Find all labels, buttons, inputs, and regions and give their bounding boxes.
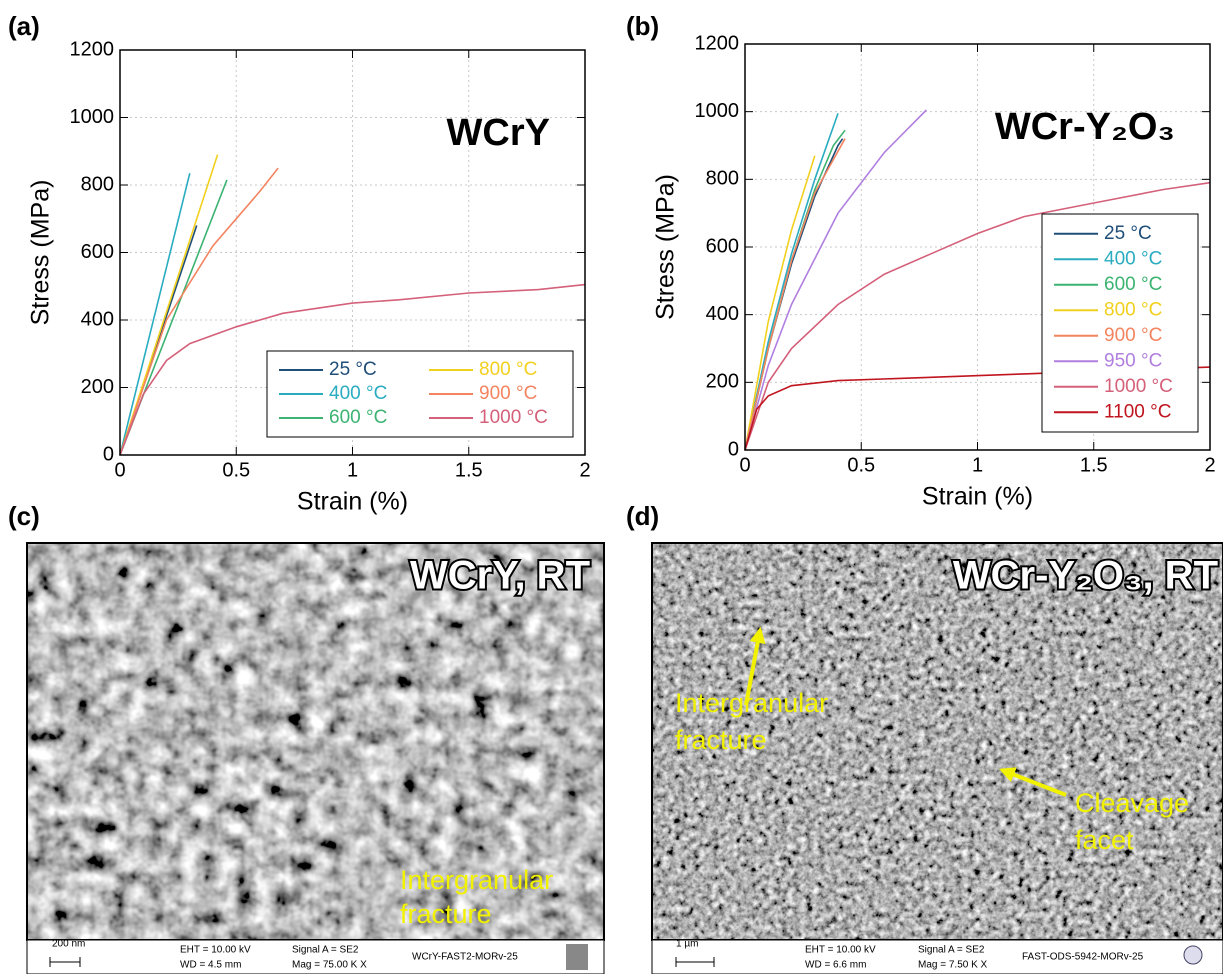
x-axis-label: Strain (%) [297, 488, 408, 516]
legend-label: 950 °C [1104, 350, 1162, 371]
info-text: Signal A = SE2 [918, 945, 985, 956]
data-line [119, 154, 219, 456]
info-text: WD = 6.6 mm [805, 960, 866, 971]
data-line [744, 138, 844, 451]
x-tick-label: 1 [972, 454, 983, 476]
annotation: Intergranular [400, 865, 553, 895]
logo [1183, 945, 1203, 965]
data-line [119, 173, 191, 456]
annotation: facet [1075, 825, 1134, 855]
x-tick-label: 2 [1204, 454, 1215, 476]
y-tick-label: 600 [81, 241, 114, 263]
annotation: fracture [675, 725, 767, 755]
legend-label: 400 °C [1104, 248, 1162, 269]
scale-label: 1 µm [676, 939, 698, 950]
y-tick-label: 200 [81, 376, 114, 398]
scale-bar [49, 957, 81, 967]
legend-label: 600 °C [1104, 274, 1162, 295]
y-tick-label: 800 [706, 168, 739, 190]
info-text: Mag = 75.00 K X [292, 960, 367, 971]
panel-label: (b) [626, 11, 659, 41]
legend-label: 800 °C [1104, 299, 1162, 320]
data-line [119, 283, 586, 456]
info-text: EHT = 10.00 kV [805, 945, 876, 956]
micrograph [27, 543, 604, 940]
y-tick-label: 200 [706, 371, 739, 393]
arrow [999, 767, 1067, 797]
legend-label: 25 °C [1104, 223, 1152, 244]
y-tick-label: 1200 [70, 38, 115, 60]
scale-label: 200 nm [52, 939, 85, 950]
plot-frame [744, 43, 1211, 451]
data-line [744, 129, 846, 451]
y-tick-label: 0 [103, 443, 114, 465]
y-tick-label: 600 [706, 235, 739, 257]
micrograph [652, 543, 1223, 940]
panel-label: (c) [8, 501, 40, 531]
x-tick-label: 0 [739, 454, 750, 476]
sem-image: WCrY, RT Intergranular fracture 200 nm E… [26, 542, 605, 974]
data-line [744, 138, 846, 451]
info-bar [26, 939, 605, 974]
sem-image: WCr-Y₂O₃, RT Intergranular fracture Clea… [651, 542, 1223, 974]
y-axis-label: Stress (MPa) [652, 174, 680, 320]
info-text: Signal A = SE2 [292, 945, 359, 956]
chart: 0 0.5 1 1.5 2 0 200 400 600 800 1000 1200 WCr-Y₂O₃ St… [652, 32, 1216, 510]
chart: 0 0.5 1 1.5 2 0 200 400 600 800 1000 1200 WCrY Strain… [27, 38, 591, 515]
legend-label: 1000 °C [479, 407, 548, 428]
x-tick-label: 0 [114, 459, 125, 481]
legend-label: 800 °C [479, 359, 537, 380]
data-line [744, 113, 839, 451]
legend-label: 1000 °C [1104, 376, 1173, 397]
x-tick-label: 2 [579, 459, 590, 481]
x-tick-label: 1.5 [455, 459, 483, 481]
y-tick-label: 800 [81, 173, 114, 195]
legend-label: 600 °C [329, 407, 387, 428]
info-bar [651, 939, 1223, 974]
annotation: Intergranular [675, 688, 828, 718]
y-axis-label: Stress (MPa) [27, 180, 55, 326]
legend-label: 900 °C [1104, 325, 1162, 346]
chart-title: WCr-Y₂O₃ [995, 106, 1175, 148]
arrow [744, 626, 766, 706]
y-tick-label: 1200 [695, 32, 740, 54]
x-tick-label: 0.5 [222, 459, 250, 481]
data-line [744, 109, 927, 451]
legend-label: 900 °C [479, 383, 537, 404]
x-axis-label: Strain (%) [922, 483, 1033, 511]
panel-label: (a) [8, 11, 40, 41]
info-text: EHT = 10.00 kV [180, 945, 251, 956]
panel-label: (d) [626, 501, 659, 531]
data-line [119, 167, 279, 456]
data-line [744, 181, 1211, 451]
y-tick-label: 1000 [695, 100, 740, 122]
y-tick-label: 1000 [70, 106, 115, 128]
annotation: fracture [400, 899, 492, 929]
chart-title: WCrY [447, 112, 550, 154]
y-tick-label: 0 [728, 438, 739, 460]
x-tick-label: 0.5 [847, 454, 875, 476]
legend-label: 1100 °C [1104, 401, 1171, 422]
legend-label: 400 °C [329, 383, 387, 404]
annotation: Cleavage [1075, 788, 1189, 818]
info-text: WD = 4.5 mm [180, 960, 241, 971]
x-tick-label: 1.5 [1080, 454, 1108, 476]
scale-bar [675, 957, 715, 967]
image-title: WCr-Y₂O₃, RT [953, 554, 1218, 598]
data-line [744, 155, 816, 451]
y-tick-label: 400 [81, 308, 114, 330]
x-tick-label: 1 [347, 459, 358, 481]
info-text: FAST-ODS-5942-MORv-25 [1022, 952, 1144, 963]
y-tick-label: 400 [706, 303, 739, 325]
plot-frame [119, 49, 586, 456]
logo [566, 944, 588, 970]
info-text: WCrY-FAST2-MORv-25 [412, 952, 518, 963]
image-title: WCrY, RT [410, 554, 590, 598]
info-text: Mag = 7.50 K X [918, 960, 988, 971]
legend-label: 25 °C [329, 359, 377, 380]
legend-box [1041, 213, 1199, 433]
